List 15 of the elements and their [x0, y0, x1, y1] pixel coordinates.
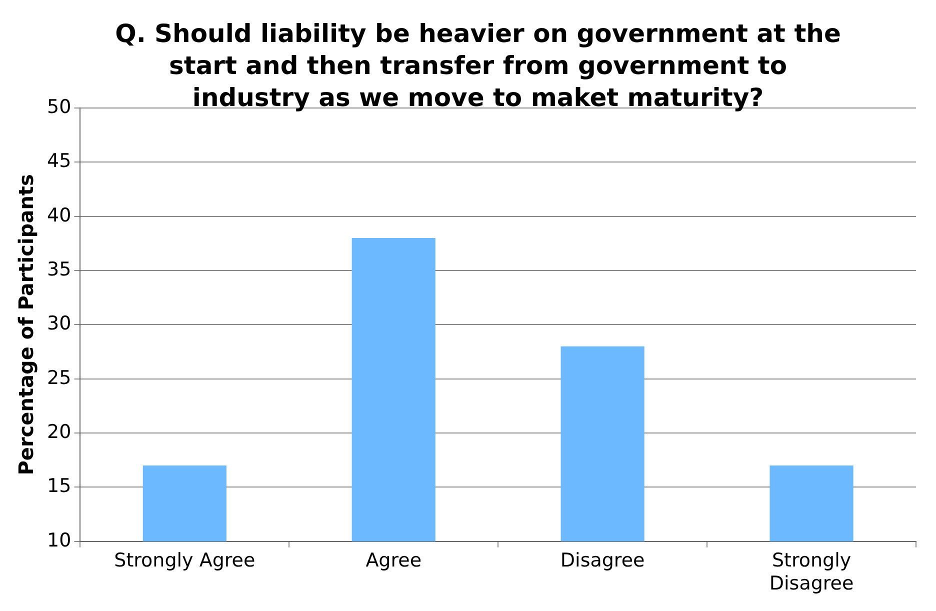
x-tick-label: Strongly Disagree	[769, 550, 854, 595]
y-tick-label: 35	[46, 258, 72, 280]
x-tick-label: Agree	[366, 550, 422, 572]
y-tick-label: 30	[46, 312, 72, 335]
y-axis-title: Percentage of Participants	[14, 174, 38, 476]
y-tick-label: 20	[46, 420, 72, 443]
y-tick-label: 25	[46, 366, 72, 389]
y-tick-label: 40	[46, 204, 72, 226]
y-tick-label: 45	[46, 150, 72, 172]
y-tick-label: 50	[46, 96, 72, 118]
y-tick-label: 10	[46, 529, 72, 552]
x-tick-label: Strongly Agree	[114, 550, 256, 572]
chart-title: Q. Should liability be heavier on government at the start and then transfer from government to industry as we move to maket maturity?	[114, 18, 842, 114]
x-tick-label: Disagree	[560, 550, 645, 572]
y-tick-label: 15	[46, 475, 72, 498]
